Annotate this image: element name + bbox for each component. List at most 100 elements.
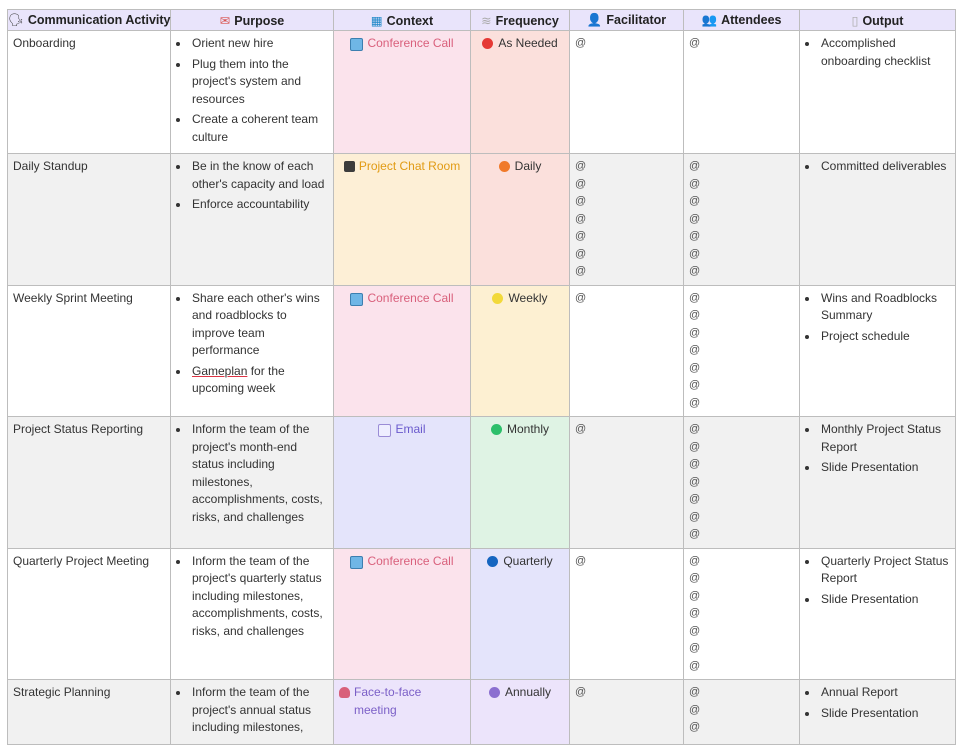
output-cell[interactable]: Monthly Project Status Report Slide Prese… bbox=[799, 416, 956, 549]
table-row[interactable]: Onboarding Orient new hire Plug them into … bbox=[7, 30, 956, 154]
context-cell[interactable]: Conference Call bbox=[333, 284, 471, 417]
attendees-cell[interactable]: @ bbox=[683, 30, 800, 154]
mention-icon[interactable]: @ bbox=[575, 212, 587, 225]
mention-icon[interactable]: @ bbox=[689, 572, 701, 584]
mention-icon[interactable]: @ bbox=[689, 195, 701, 207]
mention-icon[interactable]: @ bbox=[689, 642, 701, 654]
frequency-tag[interactable]: Monthly bbox=[476, 421, 564, 439]
mention-icon[interactable]: @ bbox=[575, 230, 587, 242]
column-header-frequency[interactable]: ≋ Frequency bbox=[470, 9, 570, 31]
mention-icon[interactable]: @ bbox=[689, 344, 701, 356]
mention-icon[interactable]: @ bbox=[689, 212, 701, 225]
table-row[interactable]: Quarterly Project Meeting Inform the team… bbox=[7, 547, 956, 680]
mention-icon[interactable]: @ bbox=[575, 177, 587, 190]
mention-icon[interactable]: @ bbox=[575, 160, 587, 172]
attendees-cell[interactable]: @ @ @ @ @ @ @ bbox=[683, 153, 800, 286]
attendees-cell[interactable]: @ @ @ @ @ @ @ bbox=[683, 547, 800, 680]
frequency-tag[interactable]: Annually bbox=[476, 684, 564, 702]
column-header-attendees[interactable]: 👥 Attendees bbox=[683, 9, 800, 31]
mention-icon[interactable]: @ bbox=[689, 230, 701, 242]
purpose-cell[interactable]: Inform the team of the project's month-e… bbox=[170, 416, 334, 549]
frequency-cell[interactable]: As Needed bbox=[470, 30, 570, 154]
mention-icon[interactable]: @ bbox=[689, 361, 701, 374]
context-cell[interactable]: Project Chat Room bbox=[333, 153, 471, 286]
context-tag[interactable]: Conference Call bbox=[339, 35, 465, 53]
mention-icon[interactable]: @ bbox=[575, 686, 587, 698]
mention-icon[interactable]: @ bbox=[689, 686, 701, 698]
frequency-tag[interactable]: As Needed bbox=[476, 35, 564, 53]
mention-icon[interactable]: @ bbox=[575, 247, 587, 260]
mention-icon[interactable]: @ bbox=[689, 396, 701, 409]
output-cell[interactable]: Annual Report Slide Presentation bbox=[799, 679, 956, 745]
mention-icon[interactable]: @ bbox=[689, 493, 701, 505]
mention-icon[interactable]: @ bbox=[689, 624, 701, 637]
mention-icon[interactable]: @ bbox=[689, 703, 701, 716]
context-cell[interactable]: Conference Call bbox=[333, 547, 471, 680]
activity-cell[interactable]: Weekly Sprint Meeting bbox=[7, 284, 171, 417]
mention-icon[interactable]: @ bbox=[689, 265, 701, 277]
mention-icon[interactable]: @ bbox=[689, 326, 701, 339]
mention-icon[interactable]: @ bbox=[689, 379, 701, 391]
purpose-cell[interactable]: Share each other's wins and roadblocks t… bbox=[170, 284, 334, 417]
context-tag[interactable]: Conference Call bbox=[339, 290, 465, 308]
frequency-tag[interactable]: Quarterly bbox=[476, 553, 564, 571]
activity-cell[interactable]: Daily Standup bbox=[7, 153, 171, 286]
facilitator-cell[interactable]: @ bbox=[569, 679, 684, 745]
column-header-output[interactable]: ▯ Output bbox=[799, 9, 956, 31]
mention-icon[interactable]: @ bbox=[689, 440, 701, 453]
mention-icon[interactable]: @ bbox=[689, 554, 701, 567]
mention-icon[interactable]: @ bbox=[689, 458, 701, 470]
attendees-cell[interactable]: @ @ @ bbox=[683, 679, 800, 745]
mention-icon[interactable]: @ bbox=[689, 721, 701, 733]
frequency-cell[interactable]: Weekly bbox=[470, 284, 570, 417]
mention-icon[interactable]: @ bbox=[689, 37, 701, 49]
context-cell[interactable]: Conference Call bbox=[333, 30, 471, 154]
mention-icon[interactable]: @ bbox=[689, 528, 701, 540]
column-header-facilitator[interactable]: 👤 Facilitator bbox=[569, 9, 684, 31]
mention-icon[interactable]: @ bbox=[575, 195, 587, 207]
table-row[interactable]: Daily Standup Be in the know of each othe… bbox=[7, 153, 956, 286]
facilitator-cell[interactable]: @ bbox=[569, 547, 684, 680]
frequency-tag[interactable]: Daily bbox=[476, 158, 564, 176]
context-tag[interactable]: Face-to-face meeting bbox=[339, 684, 465, 719]
facilitator-cell[interactable]: @ bbox=[569, 30, 684, 154]
mention-icon[interactable]: @ bbox=[689, 510, 701, 523]
purpose-cell[interactable]: Orient new hire Plug them into the projec… bbox=[170, 30, 334, 154]
frequency-cell[interactable]: Quarterly bbox=[470, 547, 570, 680]
mention-icon[interactable]: @ bbox=[575, 423, 587, 435]
purpose-cell[interactable]: Inform the team of the project's quarter… bbox=[170, 547, 334, 680]
mention-icon[interactable]: @ bbox=[575, 37, 587, 49]
output-cell[interactable]: Accomplished onboarding checklist bbox=[799, 30, 956, 154]
output-cell[interactable]: Committed deliverables bbox=[799, 153, 956, 286]
context-cell[interactable]: Email bbox=[333, 416, 471, 549]
frequency-cell[interactable]: Daily bbox=[470, 153, 570, 286]
purpose-cell[interactable]: Be in the know of each other's capacity … bbox=[170, 153, 334, 286]
table-row[interactable]: Weekly Sprint Meeting Share each other's … bbox=[7, 284, 956, 417]
attendees-cell[interactable]: @ @ @ @ @ @ @ bbox=[683, 284, 800, 417]
frequency-cell[interactable]: Annually bbox=[470, 679, 570, 745]
mention-icon[interactable]: @ bbox=[575, 554, 587, 567]
mention-icon[interactable]: @ bbox=[689, 607, 701, 619]
activity-cell[interactable]: Project Status Reporting bbox=[7, 416, 171, 549]
frequency-cell[interactable]: Monthly bbox=[470, 416, 570, 549]
output-cell[interactable]: Wins and Roadblocks Summary Project sched… bbox=[799, 284, 956, 417]
mention-icon[interactable]: @ bbox=[689, 589, 701, 602]
facilitator-cell[interactable]: @ @ @ @ @ @ @ bbox=[569, 153, 684, 286]
column-header-activity[interactable]: 🗣 Communication Activity bbox=[7, 9, 171, 31]
mention-icon[interactable]: @ bbox=[689, 291, 701, 304]
activity-cell[interactable]: Quarterly Project Meeting bbox=[7, 547, 171, 680]
table-row[interactable]: Project Status Reporting Inform the team … bbox=[7, 416, 956, 549]
purpose-cell[interactable]: Inform the team of the project's annual … bbox=[170, 679, 334, 745]
output-cell[interactable]: Quarterly Project Status Report Slide Pre… bbox=[799, 547, 956, 680]
mention-icon[interactable]: @ bbox=[575, 291, 587, 304]
table-row[interactable]: Strategic Planning Inform the team of the… bbox=[7, 679, 956, 745]
activity-cell[interactable]: Strategic Planning bbox=[7, 679, 171, 745]
mention-icon[interactable]: @ bbox=[689, 659, 701, 672]
context-tag[interactable]: Email bbox=[339, 421, 465, 439]
mention-icon[interactable]: @ bbox=[689, 247, 701, 260]
facilitator-cell[interactable]: @ bbox=[569, 284, 684, 417]
column-header-purpose[interactable]: ✉ Purpose bbox=[170, 9, 334, 31]
activity-cell[interactable]: Onboarding bbox=[7, 30, 171, 154]
mention-icon[interactable]: @ bbox=[575, 265, 587, 277]
frequency-tag[interactable]: Weekly bbox=[476, 290, 564, 308]
